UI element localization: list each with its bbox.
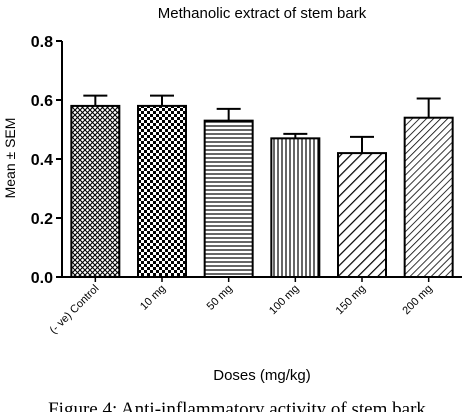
x-tick-label: 200 mg	[400, 283, 434, 317]
y-tick-label: 0.2	[31, 211, 53, 228]
plot-area: 0.0 0.2 0.4 0.6 0.8 (- ve) Control 10 mg 50 mg 1…	[31, 34, 462, 337]
y-tick-label: 0.4	[31, 152, 53, 169]
x-axis-label: Doses (mg/kg)	[213, 367, 311, 384]
chart-title: Methanolic extract of stem bark	[158, 5, 367, 22]
x-tick-label: 10 mg	[138, 283, 168, 313]
bar	[137, 104, 187, 279]
x-tick-label: 100 mg	[267, 283, 301, 317]
x-tick-label: (- ve) Control	[48, 283, 102, 337]
y-tick-label: 0.8	[31, 34, 53, 51]
bar	[270, 137, 321, 278]
bar	[403, 116, 454, 278]
figure-caption: Figure 4: Anti-inflammatory activity of …	[48, 399, 426, 412]
x-tick-label: 50 mg	[205, 283, 235, 313]
x-tick-label: 150 mg	[334, 283, 368, 317]
bar	[70, 104, 121, 279]
y-tick-label: 0.6	[31, 93, 53, 110]
y-axis-label: Mean ± SEM	[2, 118, 18, 199]
bar	[203, 119, 254, 279]
y-tick-label: 0.0	[31, 270, 53, 287]
bar	[337, 152, 387, 279]
